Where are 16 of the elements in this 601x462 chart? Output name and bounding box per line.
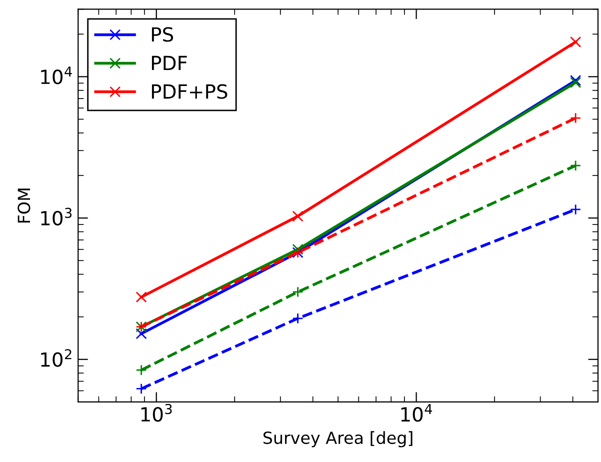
y-tick-label: 10$^{3}$ (41, 208, 72, 226)
y-tick-label: 10$^{4}$ (41, 66, 72, 84)
point (136, 383, 147, 394)
x-axis-title: Survey Area [deg] (263, 431, 412, 448)
point (570, 36, 582, 48)
legend-label: PDF (152, 56, 187, 70)
point (136, 292, 147, 303)
legend-label: PS (152, 27, 174, 42)
point (136, 364, 147, 376)
legend-label: PDF+PS (152, 84, 228, 99)
y-tick-label: 10$^{2}$ (41, 349, 72, 367)
point (570, 204, 582, 216)
y-axis-title: FOM (18, 188, 30, 222)
point (136, 328, 147, 340)
point (570, 160, 582, 172)
point (570, 112, 582, 124)
